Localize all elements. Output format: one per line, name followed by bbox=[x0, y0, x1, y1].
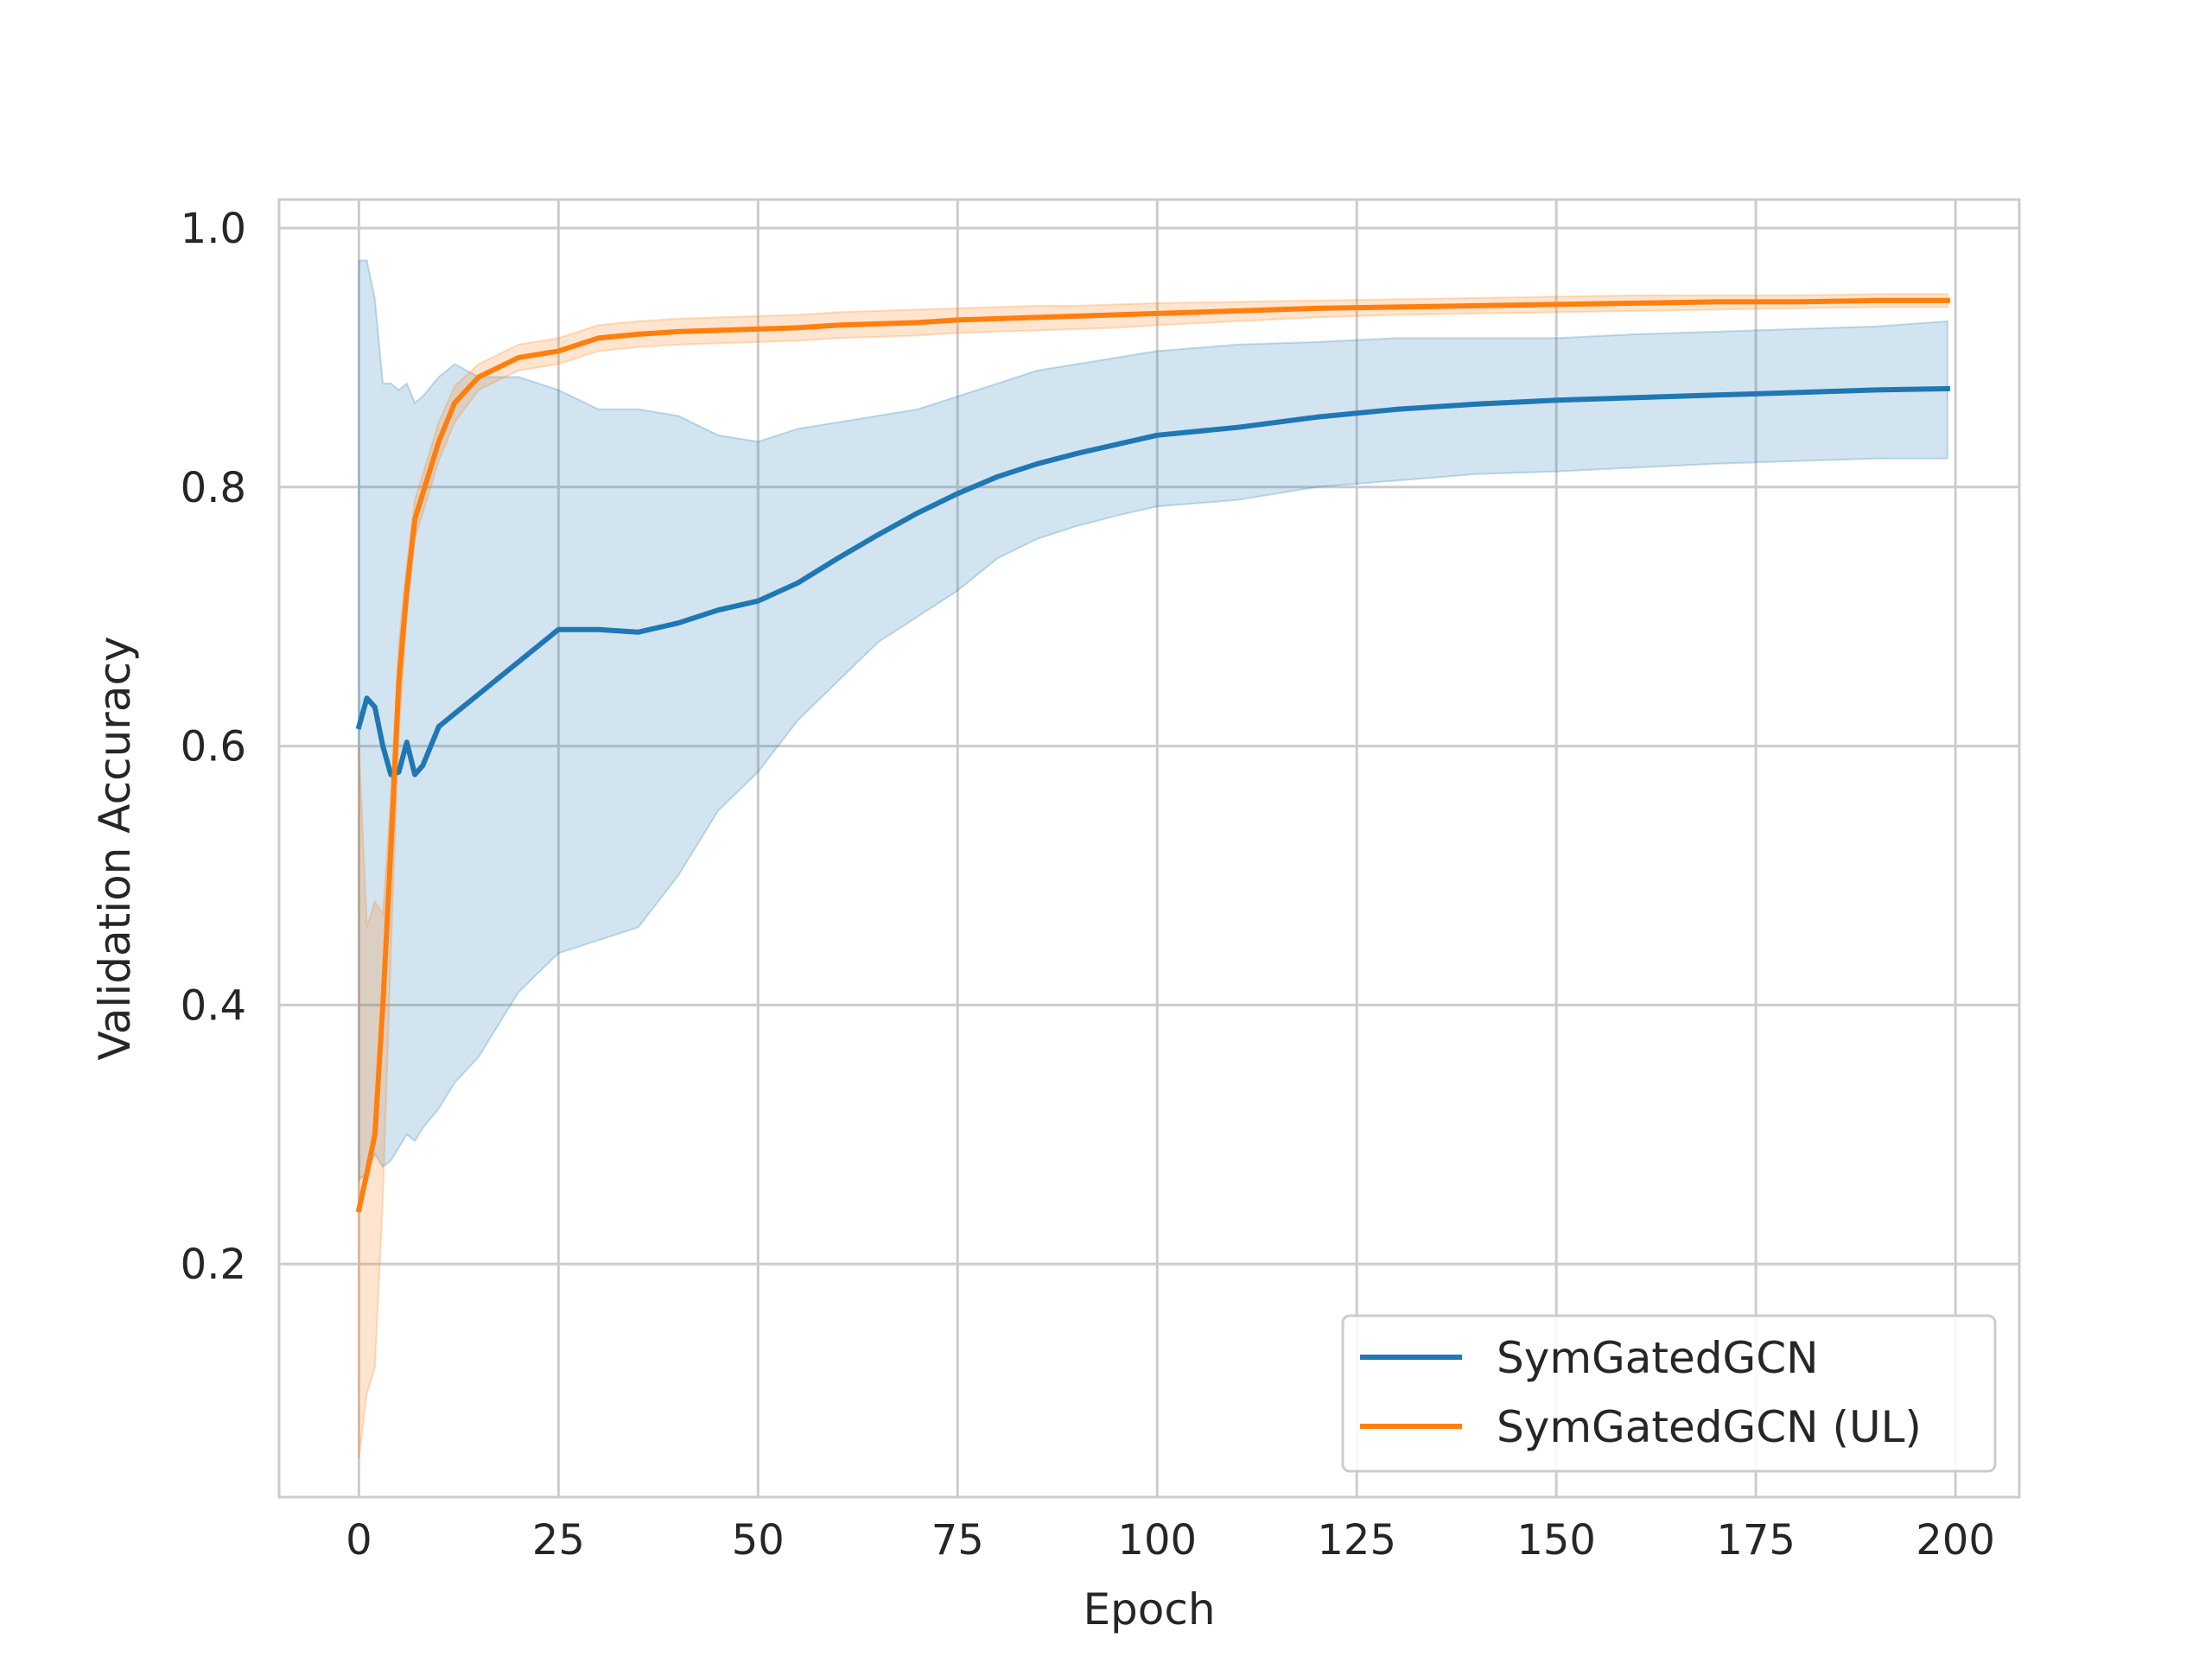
x-axis-label: Epoch bbox=[1083, 1584, 1215, 1634]
y-tick-label: 0.2 bbox=[181, 1241, 246, 1289]
x-tick-label: 100 bbox=[1117, 1516, 1197, 1565]
legend-label: SymGatedGCN bbox=[1497, 1333, 1819, 1383]
x-tick-label: 175 bbox=[1716, 1516, 1796, 1565]
series-lines bbox=[355, 297, 1950, 1213]
legend-label: SymGatedGCN (UL) bbox=[1497, 1402, 1922, 1452]
confidence-band-series-1 bbox=[358, 259, 1948, 1182]
tick-labels: 0 25 50 75 100 125 150 175 200 0.2 0.4 0.6 0.8 1.0 bbox=[181, 205, 1995, 1565]
confidence-band-series-2 bbox=[358, 293, 1948, 1459]
x-tick-label: 25 bbox=[532, 1516, 585, 1565]
x-tick-label: 150 bbox=[1516, 1516, 1596, 1565]
x-tick-label: 75 bbox=[931, 1516, 984, 1565]
confidence-bands bbox=[358, 259, 1948, 1459]
y-tick-label: 0.6 bbox=[181, 723, 246, 771]
line-series-1 bbox=[355, 385, 1950, 778]
y-axis-label: Validation Accuracy bbox=[90, 636, 140, 1060]
y-tick-label: 0.8 bbox=[181, 464, 246, 512]
legend: SymGatedGCN SymGatedGCN (UL) bbox=[1341, 1314, 1997, 1473]
line-series-2 bbox=[355, 297, 1950, 1213]
x-tick-label: 125 bbox=[1317, 1516, 1396, 1565]
x-tick-label: 200 bbox=[1916, 1516, 1995, 1565]
y-tick-label: 0.4 bbox=[181, 981, 246, 1030]
x-tick-label: 0 bbox=[346, 1516, 372, 1565]
plot-frame bbox=[277, 198, 2021, 1499]
legend-frame bbox=[1341, 1314, 1997, 1473]
x-tick-label: 50 bbox=[732, 1516, 785, 1565]
grid-lines bbox=[279, 200, 2019, 1497]
y-tick-label: 1.0 bbox=[181, 205, 246, 253]
